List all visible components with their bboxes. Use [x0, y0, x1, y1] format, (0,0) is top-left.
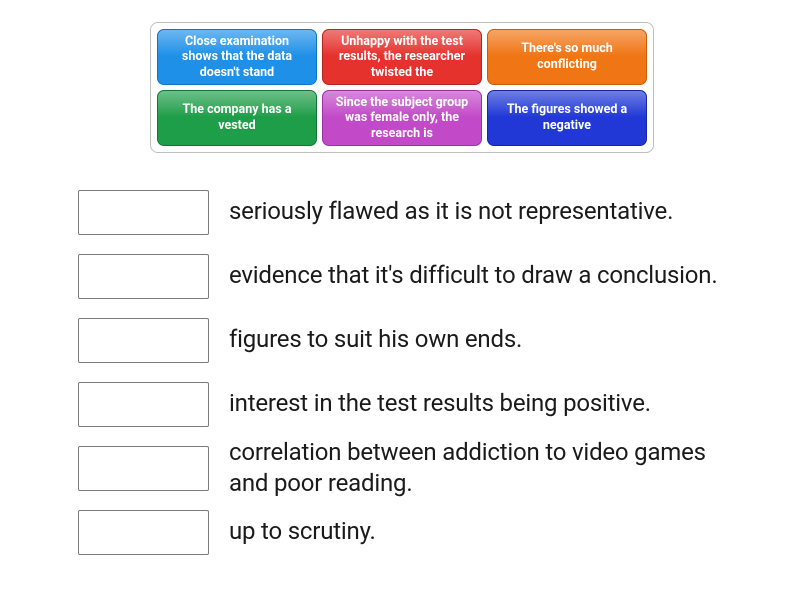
- answer-row: interest in the test results being posit…: [78, 372, 738, 436]
- tile-label: The company has a vested: [166, 102, 308, 133]
- answer-row: figures to suit his own ends.: [78, 308, 738, 372]
- tile-close-examination[interactable]: Close examination shows that the data do…: [157, 29, 317, 85]
- answer-text: correlation between addiction to video g…: [229, 437, 738, 499]
- answer-text: evidence that it's difficult to draw a c…: [229, 260, 717, 291]
- tile-conflicting[interactable]: There's so much conflicting: [487, 29, 647, 85]
- tile-company-vested[interactable]: The company has a vested: [157, 90, 317, 146]
- tile-figures-negative[interactable]: The figures showed a negative: [487, 90, 647, 146]
- drop-slot-1[interactable]: [78, 190, 209, 235]
- tile-unhappy-researcher[interactable]: Unhappy with the test results, the resea…: [322, 29, 482, 85]
- drop-slot-4[interactable]: [78, 382, 209, 427]
- tile-subject-group[interactable]: Since the subject group was female only,…: [322, 90, 482, 146]
- tile-label: Close examination shows that the data do…: [166, 34, 308, 81]
- drop-slot-5[interactable]: [78, 446, 209, 491]
- tile-label: Unhappy with the test results, the resea…: [331, 34, 473, 81]
- answer-text: seriously flawed as it is not representa…: [229, 196, 673, 227]
- answer-text: up to scrutiny.: [229, 516, 376, 547]
- answer-row: evidence that it's difficult to draw a c…: [78, 244, 738, 308]
- tile-bank: Close examination shows that the data do…: [150, 22, 654, 153]
- answer-row: seriously flawed as it is not representa…: [78, 180, 738, 244]
- drop-slot-2[interactable]: [78, 254, 209, 299]
- drop-slot-3[interactable]: [78, 318, 209, 363]
- answer-text: figures to suit his own ends.: [229, 324, 522, 355]
- drop-slot-6[interactable]: [78, 510, 209, 555]
- tile-label: There's so much conflicting: [496, 41, 638, 72]
- answer-row: up to scrutiny.: [78, 500, 738, 564]
- answer-row: correlation between addiction to video g…: [78, 436, 738, 500]
- tile-label: The figures showed a negative: [496, 102, 638, 133]
- answers-area: seriously flawed as it is not representa…: [78, 180, 738, 564]
- answer-text: interest in the test results being posit…: [229, 388, 651, 419]
- tile-label: Since the subject group was female only,…: [331, 95, 473, 142]
